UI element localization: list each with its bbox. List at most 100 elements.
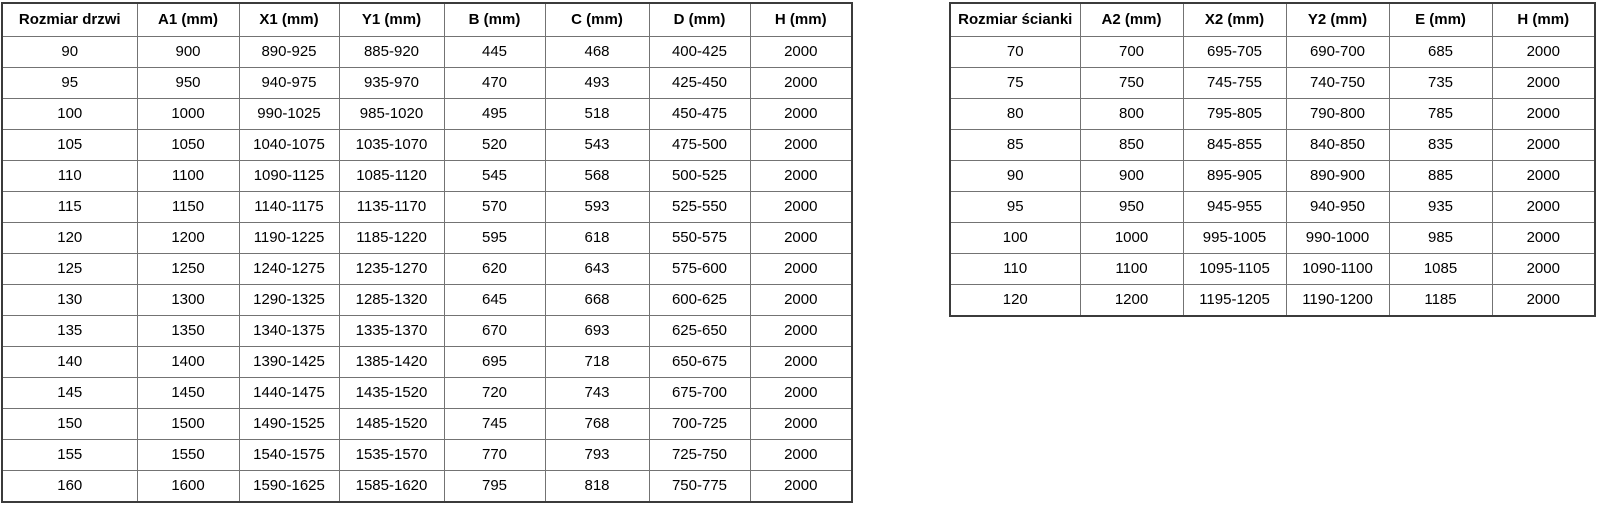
table-cell: 495 [443, 97, 546, 130]
table-cell: 1200 [1079, 283, 1184, 317]
table-cell: 140 [1, 345, 138, 378]
table-cell: 2000 [749, 469, 853, 503]
wall-size-table-body: 70 700 695-705 690-700 685 2000 75 750 745-755 74… [949, 35, 1596, 317]
table-cell: 95 [1, 66, 138, 99]
table-cell: 595 [443, 221, 546, 254]
column-header: X2 (mm) [1182, 2, 1287, 37]
table-cell: 475-500 [648, 128, 751, 161]
table-cell: 850 [1079, 128, 1184, 161]
table-cell: 80 [949, 97, 1081, 130]
wall-size-table: Rozmiar ścianki A2 (mm) X2 (mm) Y2 (mm) E (m… [949, 2, 1596, 317]
table-cell: 95 [949, 190, 1081, 223]
column-header: Rozmiar ścianki [949, 2, 1081, 37]
table-row: 90 900 895-905 890-900 885 2000 [949, 159, 1596, 192]
table-cell: 1040-1075 [238, 128, 340, 161]
table-cell: 145 [1, 376, 138, 409]
table-cell: 2000 [749, 407, 853, 440]
table-cell: 1095-1105 [1182, 252, 1287, 285]
table-cell: 518 [544, 97, 650, 130]
table-row: 150 1500 1490-1525 1485-1520 745 768 700-725 20… [1, 407, 853, 440]
door-size-table-header: Rozmiar drzwi A1 (mm) X1 (mm) Y1 (mm) B (mm)… [1, 2, 853, 37]
table-cell: 2000 [749, 35, 853, 68]
table-cell: 1350 [136, 314, 240, 347]
table-row: 120 1200 1190-1225 1185-1220 595 618 550-575 20… [1, 221, 853, 254]
table-cell: 1550 [136, 438, 240, 471]
table-cell: 1035-1070 [338, 128, 445, 161]
table-cell: 545 [443, 159, 546, 192]
table-cell: 735 [1388, 66, 1493, 99]
table-cell: 835 [1388, 128, 1493, 161]
table-cell: 785 [1388, 97, 1493, 130]
table-cell: 543 [544, 128, 650, 161]
table-cell: 750 [1079, 66, 1184, 99]
table-cell: 90 [1, 35, 138, 68]
table-cell: 425-450 [648, 66, 751, 99]
table-cell: 695 [443, 345, 546, 378]
column-header: Y2 (mm) [1285, 2, 1390, 37]
table-cell: 520 [443, 128, 546, 161]
table-row: 125 1250 1240-1275 1235-1270 620 643 575-600 20… [1, 252, 853, 285]
table-cell: 890-900 [1285, 159, 1390, 192]
table-row: 155 1550 1540-1575 1535-1570 770 793 725-750 20… [1, 438, 853, 471]
table-row: 120 1200 1195-1205 1190-1200 1185 2000 [949, 283, 1596, 317]
table-cell: 1450 [136, 376, 240, 409]
table-cell: 750-775 [648, 469, 751, 503]
table-cell: 1100 [1079, 252, 1184, 285]
table-row: 80 800 795-805 790-800 785 2000 [949, 97, 1596, 130]
table-cell: 1190-1200 [1285, 283, 1390, 317]
table-cell: 525-550 [648, 190, 751, 223]
column-header: E (mm) [1388, 2, 1493, 37]
table-cell: 618 [544, 221, 650, 254]
table-cell: 768 [544, 407, 650, 440]
table-cell: 1390-1425 [238, 345, 340, 378]
table-cell: 818 [544, 469, 650, 503]
table-cell: 493 [544, 66, 650, 99]
header-row: Rozmiar drzwi A1 (mm) X1 (mm) Y1 (mm) B (mm)… [1, 2, 853, 37]
table-cell: 150 [1, 407, 138, 440]
table-cell: 155 [1, 438, 138, 471]
table-cell: 445 [443, 35, 546, 68]
door-size-table-body: 90 900 890-925 885-920 445 468 400-425 2000 95 95… [1, 35, 853, 503]
table-cell: 1185 [1388, 283, 1493, 317]
table-cell: 885 [1388, 159, 1493, 192]
table-cell: 1090-1125 [238, 159, 340, 192]
table-cell: 2000 [1491, 97, 1596, 130]
table-cell: 2000 [749, 221, 853, 254]
table-cell: 570 [443, 190, 546, 223]
table-cell: 1140-1175 [238, 190, 340, 223]
table-cell: 995-1005 [1182, 221, 1287, 254]
table-cell: 840-850 [1285, 128, 1390, 161]
table-cell: 675-700 [648, 376, 751, 409]
table-cell: 770 [443, 438, 546, 471]
table-cell: 1490-1525 [238, 407, 340, 440]
column-header: X1 (mm) [238, 2, 340, 37]
table-cell: 2000 [749, 159, 853, 192]
table-cell: 2000 [749, 314, 853, 347]
table-cell: 2000 [1491, 66, 1596, 99]
table-cell: 105 [1, 128, 138, 161]
table-cell: 985 [1388, 221, 1493, 254]
table-cell: 550-575 [648, 221, 751, 254]
table-cell: 1200 [136, 221, 240, 254]
table-cell: 885-920 [338, 35, 445, 68]
table-cell: 100 [949, 221, 1081, 254]
table-cell: 795-805 [1182, 97, 1287, 130]
door-size-table: Rozmiar drzwi A1 (mm) X1 (mm) Y1 (mm) B (mm)… [1, 2, 853, 503]
table-cell: 1150 [136, 190, 240, 223]
table-cell: 160 [1, 469, 138, 503]
table-cell: 2000 [1491, 159, 1596, 192]
table-cell: 668 [544, 283, 650, 316]
table-cell: 695-705 [1182, 35, 1287, 68]
table-cell: 2000 [749, 438, 853, 471]
table-cell: 990-1025 [238, 97, 340, 130]
table-cell: 945-955 [1182, 190, 1287, 223]
table-cell: 2000 [1491, 283, 1596, 317]
table-cell: 720 [443, 376, 546, 409]
table-cell: 575-600 [648, 252, 751, 285]
table-cell: 2000 [749, 128, 853, 161]
table-cell: 700-725 [648, 407, 751, 440]
table-cell: 568 [544, 159, 650, 192]
table-cell: 1250 [136, 252, 240, 285]
table-cell: 690-700 [1285, 35, 1390, 68]
table-cell: 1235-1270 [338, 252, 445, 285]
